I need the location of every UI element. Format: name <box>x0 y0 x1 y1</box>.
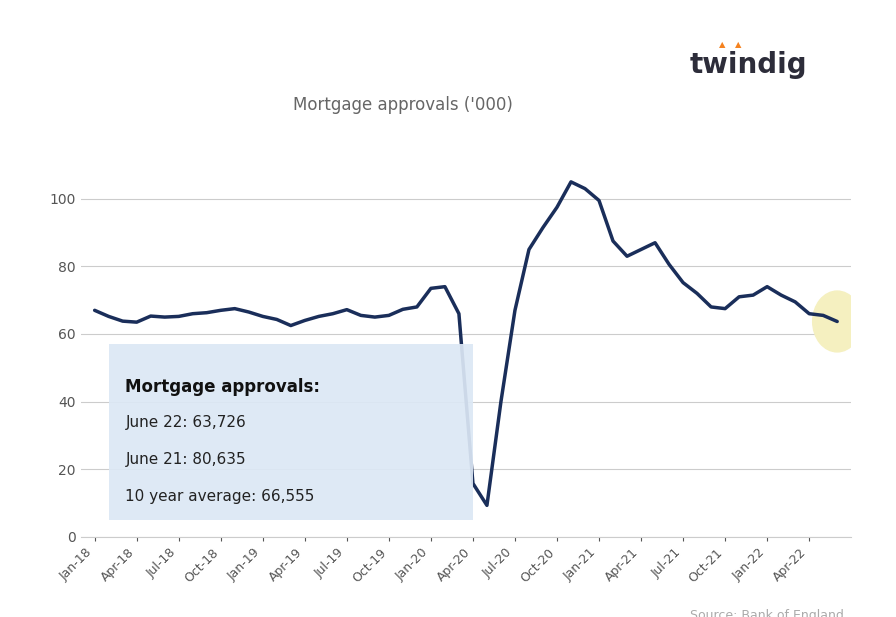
Text: ▲: ▲ <box>735 40 742 49</box>
Text: 10 year average: 66,555: 10 year average: 66,555 <box>125 489 314 505</box>
Text: twindig: twindig <box>689 51 807 79</box>
Text: Source: Bank of England: Source: Bank of England <box>690 610 843 617</box>
Text: Mortgage approvals:: Mortgage approvals: <box>125 378 321 396</box>
Text: ▲: ▲ <box>719 40 726 49</box>
Ellipse shape <box>813 291 862 352</box>
Text: June 22: 63,726: June 22: 63,726 <box>125 415 246 430</box>
FancyBboxPatch shape <box>108 344 473 520</box>
Text: June 21: 80,635: June 21: 80,635 <box>125 452 246 467</box>
Text: Mortgage approvals ('000): Mortgage approvals ('000) <box>293 96 513 114</box>
